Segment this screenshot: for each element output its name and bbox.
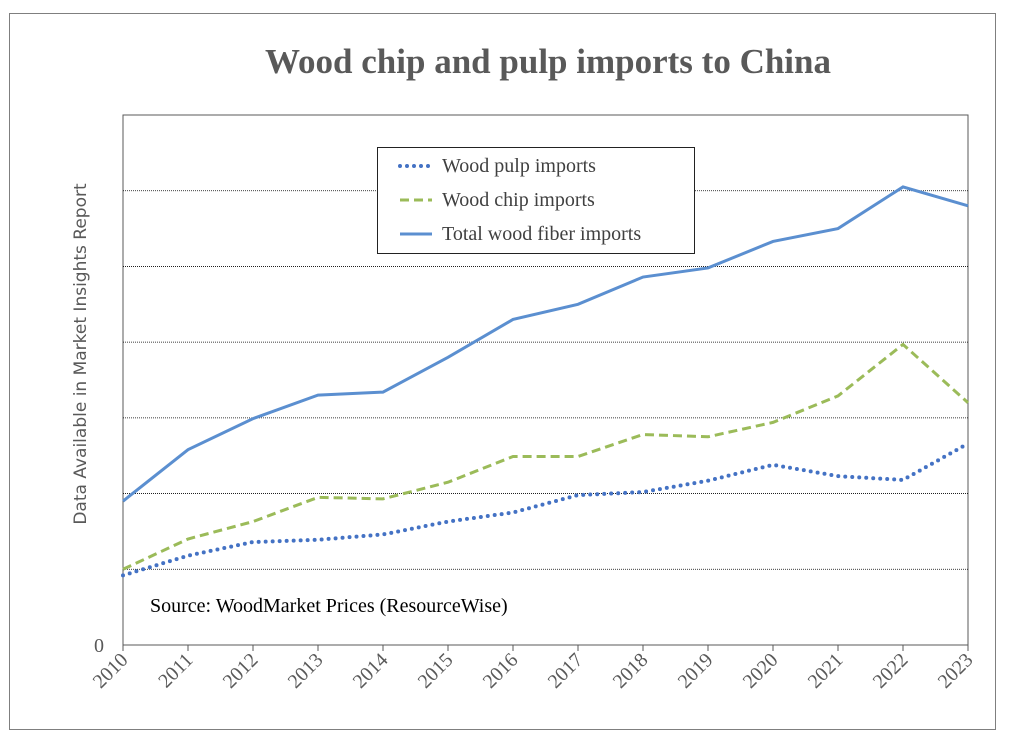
legend-marker-solid bbox=[400, 232, 432, 236]
x-tick-label: 2018 bbox=[609, 649, 653, 693]
x-tick-label: 2012 bbox=[219, 649, 263, 693]
chart-title: Wood chip and pulp imports to China bbox=[264, 42, 831, 81]
legend-label: Wood pulp imports bbox=[442, 154, 596, 177]
legend-label: Wood chip imports bbox=[442, 188, 595, 211]
x-tick-label: 2015 bbox=[414, 649, 458, 693]
legend-item-wood-pulp: Wood pulp imports bbox=[378, 151, 596, 181]
x-axis-ticks: 2010 2011 2012 2013 2014 2015 2016 2017 2018 2019… bbox=[89, 645, 978, 693]
series-line-wood-chip-imports bbox=[122, 342, 970, 571]
source-note: Source: WoodMarket Prices (ResourceWise) bbox=[150, 595, 508, 617]
legend-marker-dashed bbox=[400, 198, 432, 202]
x-tick-label: 2019 bbox=[674, 649, 718, 693]
legend-label: Total wood fiber imports bbox=[442, 222, 642, 245]
x-tick-label: 2013 bbox=[284, 649, 328, 693]
x-tick-label: 2016 bbox=[479, 649, 523, 693]
chart-frame bbox=[9, 13, 996, 730]
x-tick-label: 2020 bbox=[739, 649, 783, 693]
legend-item-wood-chip: Wood chip imports bbox=[378, 185, 595, 215]
gridlines bbox=[123, 190, 968, 570]
x-tick-label: 2011 bbox=[154, 649, 197, 692]
plot-area bbox=[122, 114, 969, 646]
legend-marker-dotted bbox=[398, 164, 434, 168]
x-tick-label: 2017 bbox=[544, 649, 588, 693]
x-tick-label: 2014 bbox=[349, 649, 393, 693]
x-tick-label: 2021 bbox=[804, 649, 848, 693]
series-lines bbox=[121, 185, 970, 578]
x-tick-label: 2022 bbox=[869, 649, 913, 693]
y-tick-label-0: 0 bbox=[94, 635, 104, 657]
series-line-wood-pulp-imports bbox=[121, 441, 970, 578]
series-line-total-wood-fiber-imports bbox=[122, 185, 969, 503]
x-tick-label: 2023 bbox=[934, 649, 978, 693]
legend-item-total-wood-fiber: Total wood fiber imports bbox=[378, 219, 641, 249]
legend: Wood pulp imports Wood chip imports Tota… bbox=[377, 147, 695, 254]
